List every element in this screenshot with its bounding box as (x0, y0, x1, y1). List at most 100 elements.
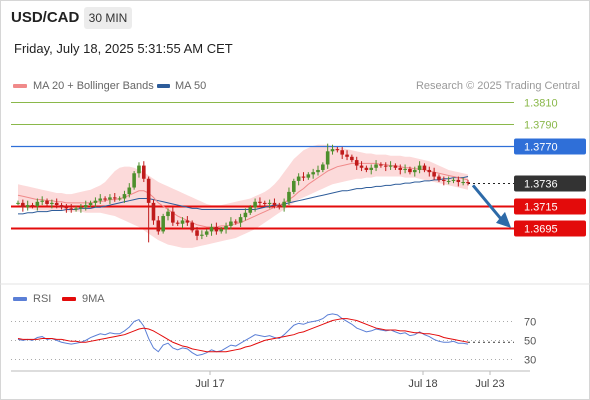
candle-body (383, 165, 388, 167)
candle-body (59, 205, 64, 208)
price-level-label: 1.3695 (524, 224, 558, 236)
candle-body (171, 211, 175, 223)
candle-body (83, 205, 88, 208)
research-credit: Research © 2025 Trading Central (415, 80, 580, 92)
candle-body (306, 174, 311, 178)
rsi-tick-label: 70 (524, 317, 536, 329)
candle-body (16, 202, 20, 204)
price-level-label: 1.3790 (524, 120, 558, 132)
candle-body (151, 202, 156, 221)
candle-body (466, 182, 470, 184)
candle-body (175, 222, 180, 224)
candle-body (79, 207, 83, 209)
candle-body (325, 151, 330, 165)
candle-body (422, 165, 427, 170)
candle-body (30, 205, 35, 207)
candle-body (272, 202, 277, 206)
candle-body (248, 207, 253, 213)
candle-body (316, 169, 320, 173)
candle-body (224, 225, 228, 230)
last-price-label: 1.3736 (524, 179, 558, 191)
ma50-legend-swatch (157, 84, 170, 88)
candle-body (277, 205, 282, 208)
candle-body (451, 179, 456, 181)
symbol-title: USD/CAD (11, 9, 80, 26)
candle-body (393, 165, 398, 168)
candle-body (214, 227, 219, 232)
candle-body (229, 221, 233, 226)
candle-body (364, 167, 369, 170)
candle-body (146, 178, 151, 203)
candle-body (442, 179, 446, 181)
price-level-label: 1.3810 (524, 98, 558, 110)
candle-body (461, 182, 465, 184)
candle-body (64, 207, 69, 209)
candle-body (311, 172, 315, 175)
time-axis-label: Jul 17 (195, 378, 224, 390)
candle-body (432, 172, 436, 177)
candle-body (253, 201, 257, 208)
candle-body (127, 187, 132, 195)
candle-body (137, 165, 141, 174)
candle-body (142, 165, 146, 179)
candle-body (45, 200, 49, 204)
candle-body (25, 205, 30, 208)
candle-body (161, 216, 165, 232)
candle-body (296, 176, 301, 181)
price-level-label-box (514, 198, 586, 215)
candle-body (166, 211, 170, 217)
candle-body (282, 201, 286, 208)
candle-body (132, 173, 136, 188)
price-level-label: 1.3770 (524, 142, 558, 154)
candle-body (190, 222, 194, 231)
candle-body (417, 165, 422, 170)
candle-body (267, 202, 272, 204)
candle-body (50, 202, 54, 204)
forecast-arrow-head (496, 211, 511, 228)
candle-body (122, 194, 127, 199)
candle-body (195, 230, 199, 236)
timeframe-badge[interactable]: 30 MIN (84, 7, 132, 29)
rsi-tick-label: 30 (524, 355, 536, 367)
candle-body (180, 220, 185, 224)
candle-body (340, 150, 344, 155)
candle-body (359, 165, 364, 168)
candle-body (456, 179, 461, 183)
timestamp: Friday, July 18, 2025 5:31:55 AM CET (14, 41, 233, 56)
candle-body (354, 160, 359, 166)
candle-body (108, 197, 112, 200)
candle-body (238, 217, 243, 223)
9ma-legend-swatch (62, 297, 76, 301)
candle-body (321, 164, 325, 170)
candle-body (35, 201, 40, 207)
candle-body (262, 202, 267, 204)
candle-body (40, 200, 44, 202)
candle-body (335, 149, 340, 151)
price-level-label-box (514, 220, 586, 237)
ma50-line (18, 176, 469, 215)
bollinger-band-fill (18, 144, 468, 248)
ma50-legend-label: MA 50 (175, 80, 207, 92)
candle-body (379, 164, 383, 166)
candle-body (243, 212, 248, 218)
candle-body (398, 167, 403, 170)
last-price-label-box (514, 175, 586, 192)
time-axis-label: Jul 18 (408, 378, 437, 390)
rsi-line (17, 313, 469, 357)
candle-body (427, 169, 432, 173)
candle-body (292, 180, 296, 192)
candle-body (403, 168, 407, 170)
rsi-legend-label: RSI (33, 293, 52, 305)
candle-body (369, 167, 374, 170)
candle-body (204, 231, 209, 235)
candle-body (330, 149, 335, 152)
candle-body (219, 229, 224, 232)
candle-body (112, 197, 117, 199)
price-level-label: 1.3715 (524, 202, 558, 214)
candle-body (374, 164, 378, 168)
chart-header: USD/CAD 30 MIN (0, 0, 588, 36)
candle-body (98, 198, 103, 201)
forecast-arrow-shaft (471, 184, 503, 220)
candle-body (301, 176, 306, 178)
